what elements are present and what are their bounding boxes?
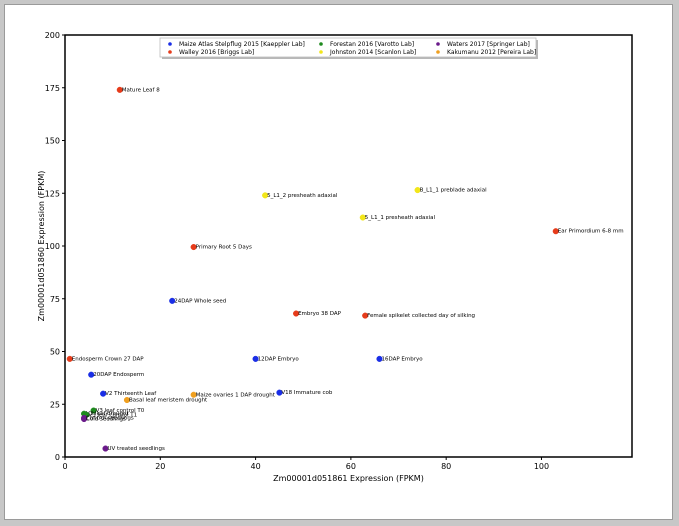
x-tick-label: 40 [250, 462, 260, 471]
data-point[interactable] [116, 86, 123, 93]
x-axis-label: Zm00001d051861 Expression (FPKM) [273, 474, 424, 483]
data-point[interactable] [414, 187, 421, 194]
data-point[interactable] [66, 355, 73, 362]
data-point[interactable] [276, 389, 283, 396]
x-tick-label: 60 [346, 462, 356, 471]
plot-area [64, 34, 633, 458]
data-point[interactable] [102, 445, 109, 452]
data-point-label: Embryo 38 DAP [298, 311, 342, 317]
data-point[interactable] [190, 244, 197, 251]
data-point-label: B_L1_1 preblade adaxial [420, 188, 487, 194]
data-point-label: V3 leaf drought [86, 411, 129, 417]
x-tick-label: 100 [534, 462, 549, 471]
legend-marker [168, 50, 172, 54]
legend-entry: Maize Atlas Stelpflug 2015 [Kaeppler Lab… [179, 41, 305, 48]
data-point[interactable] [252, 355, 259, 362]
data-point-label: Basal leaf meristem drought [129, 398, 208, 404]
data-point-label: Primary Root 5 Days [196, 245, 252, 251]
data-point-label: Control seedlings [86, 415, 134, 421]
data-point-label: V18 Immature cob [281, 390, 333, 396]
data-point[interactable] [190, 391, 197, 398]
legend-marker [319, 50, 323, 54]
legend-marker [319, 42, 323, 46]
y-tick-label: 150 [45, 137, 60, 146]
data-point-label: Maize ovaries 1 DAP drought [196, 392, 276, 398]
legend [159, 37, 537, 58]
x-tick-label: 0 [62, 462, 67, 471]
y-tick-label: 200 [45, 31, 60, 40]
data-point[interactable] [262, 192, 269, 199]
data-point[interactable] [169, 297, 176, 304]
y-tick-label: 75 [50, 295, 60, 304]
data-point-label: 5_L1_1 presheath adaxial [365, 215, 436, 221]
data-point[interactable] [362, 312, 369, 319]
data-point-label: UV treated seedlings [108, 446, 166, 452]
data-point-label: V2 Thirteenth Leaf [105, 391, 157, 397]
data-point[interactable] [359, 214, 366, 221]
data-point[interactable] [293, 310, 300, 317]
y-tick-label: 0 [55, 453, 60, 462]
data-point[interactable] [90, 407, 97, 414]
data-point-label: 16DAP Embryo [381, 356, 423, 362]
legend-entry: Waters 2017 [Springer Lab] [447, 41, 530, 48]
data-point[interactable] [88, 371, 95, 378]
data-point-label: V3 leaf control T0 [96, 408, 145, 414]
y-tick-label: 25 [50, 400, 60, 409]
x-tick-label: 80 [441, 462, 451, 471]
y-tick-label: 50 [50, 348, 60, 357]
legend-marker [436, 42, 440, 46]
legend-entry: Johnston 2014 [Scanlon Lab] [329, 49, 416, 56]
y-tick-label: 175 [45, 84, 60, 93]
legend-entry: Forestan 2016 [Varotto Lab] [330, 41, 414, 48]
data-point-label: 20DAP Endosperm [93, 372, 144, 378]
data-point-label: Cold seedlings [86, 417, 126, 423]
y-tick-label: 100 [45, 242, 60, 251]
data-point-label: Female spikelet collected day of silking [367, 313, 475, 319]
data-point-label: Mature Leaf 8 [122, 87, 160, 93]
data-point[interactable] [376, 355, 383, 362]
data-point-label: 24DAP Whole seed [174, 298, 226, 304]
data-point[interactable] [100, 390, 107, 397]
data-point[interactable] [552, 228, 559, 235]
y-axis-label: Zm00001d051860 Expression (FPKM) [37, 171, 46, 322]
data-point-label: V3 leaf control T1 [88, 412, 137, 418]
legend-marker [436, 50, 440, 54]
legend-marker [168, 42, 172, 46]
data-point-label: Ear Primordium 6-8 mm [558, 229, 624, 235]
data-point-label: Endosperm Crown 27 DAP [72, 356, 145, 362]
data-point[interactable] [81, 415, 88, 423]
legend-entry: Walley 2016 [Briggs Lab] [179, 49, 254, 56]
x-tick-label: 20 [155, 462, 165, 471]
data-point[interactable] [123, 396, 130, 404]
legend-entry: Kakumanu 2012 [Pereira Lab] [447, 49, 536, 56]
data-point-label: 12DAP Embryo [258, 356, 300, 362]
y-tick-label: 125 [45, 189, 60, 198]
data-point-label: 5_L1_2 presheath adaxial [267, 193, 338, 199]
